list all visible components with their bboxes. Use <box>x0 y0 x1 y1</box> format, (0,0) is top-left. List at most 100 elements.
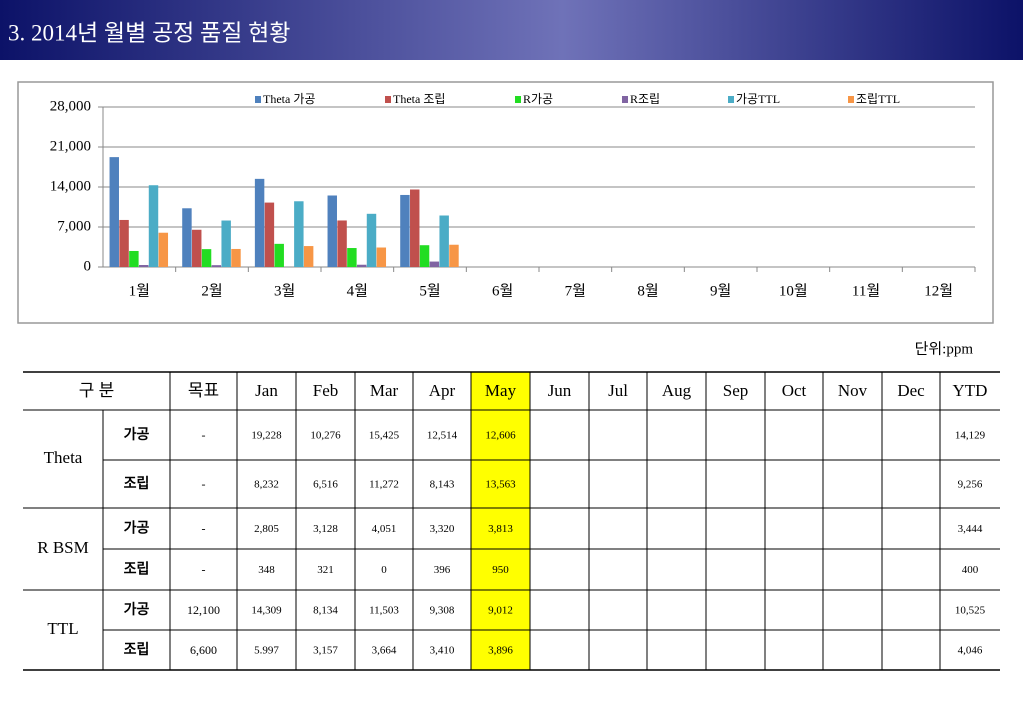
y-tick-label: 28,000 <box>50 98 91 114</box>
table-header: Oct <box>782 381 807 400</box>
table-cell: 3,157 <box>313 645 338 657</box>
table-cell: 396 <box>434 564 451 576</box>
table-cell: 8,232 <box>254 479 279 491</box>
table-cell: 19,228 <box>251 430 282 442</box>
table-cell: 가공 <box>124 521 150 537</box>
bar <box>327 195 337 267</box>
table-cell: 6,516 <box>313 479 338 491</box>
bar <box>264 202 275 267</box>
legend-swatch <box>385 96 391 103</box>
x-tick-label: 2월 <box>201 282 222 299</box>
table-cell: 가공 <box>124 427 150 443</box>
x-tick-label: 12월 <box>924 282 953 299</box>
bar <box>254 178 265 267</box>
group-label: TTL <box>47 619 78 638</box>
slide-title: 3. 2014년 월별 공정 품질 현황 <box>8 20 290 45</box>
bar <box>211 265 222 267</box>
table-header: 구 분 <box>79 381 115 400</box>
table-header: Jan <box>255 381 278 400</box>
table-header: Feb <box>313 381 339 400</box>
bar <box>109 157 119 267</box>
x-tick-label: 6월 <box>492 282 513 299</box>
legend-label: R조립 <box>630 92 660 106</box>
highlight <box>471 372 530 670</box>
x-tick-label: 10월 <box>779 282 808 299</box>
table-cell: 5.997 <box>254 645 279 657</box>
table-cell: 950 <box>492 564 509 576</box>
bar <box>129 250 139 267</box>
bar <box>347 248 357 267</box>
x-tick-label: 8월 <box>637 282 658 299</box>
table-cell: - <box>202 521 206 535</box>
bar <box>138 265 149 267</box>
table-cell: 400 <box>962 564 979 576</box>
bar <box>337 220 347 267</box>
y-tick-label: 21,000 <box>50 138 91 154</box>
bar <box>366 213 377 267</box>
table-cell: 12,100 <box>187 603 220 617</box>
table-cell: 12,514 <box>427 430 458 442</box>
x-tick-label: 4월 <box>347 282 368 299</box>
legend-swatch <box>255 96 261 103</box>
table-cell: 8,143 <box>430 479 455 491</box>
table-cell: - <box>202 428 206 442</box>
bar <box>274 243 284 267</box>
table-header: Aug <box>662 381 692 400</box>
table-cell: 4,046 <box>958 645 983 657</box>
bar <box>410 189 420 267</box>
table-header: 목표 <box>188 381 219 400</box>
bar <box>119 219 129 267</box>
table-cell: 15,425 <box>369 430 400 442</box>
bar <box>148 185 159 267</box>
bar <box>449 244 459 267</box>
table-cell: 3,664 <box>372 645 397 657</box>
bar <box>439 215 449 267</box>
bar <box>158 232 169 267</box>
x-tick-label: 7월 <box>565 282 586 299</box>
table-header: Jul <box>608 381 628 400</box>
unit-label: 단위:ppm <box>915 340 974 357</box>
table-cell: 조립 <box>124 562 150 578</box>
table-cell: 11,272 <box>369 479 399 491</box>
table-header: Dec <box>897 381 925 400</box>
x-tick-label: 5월 <box>419 282 440 299</box>
table-header: May <box>485 381 517 400</box>
group-label: R BSM <box>37 538 89 557</box>
table-cell: 3,813 <box>488 523 513 535</box>
table-cell: 348 <box>258 564 275 576</box>
table-cell: 가공 <box>124 602 150 618</box>
table-header: Apr <box>429 381 456 400</box>
y-tick-label: 0 <box>84 258 92 274</box>
x-tick-label: 3월 <box>274 282 295 299</box>
x-tick-label: 11월 <box>852 282 880 299</box>
table-header: Nov <box>838 381 868 400</box>
legend-swatch <box>848 96 854 103</box>
bar <box>201 249 212 267</box>
table-cell: 6,600 <box>190 643 217 657</box>
legend-swatch <box>515 96 521 103</box>
legend-label: Theta 조립 <box>393 92 445 106</box>
table-cell: 3,410 <box>430 645 455 657</box>
legend-swatch <box>728 96 734 103</box>
table-cell: 9,308 <box>430 605 455 617</box>
x-tick-label: 9월 <box>710 282 731 299</box>
title-bar <box>0 0 1023 60</box>
x-tick-label: 1월 <box>129 282 150 299</box>
bar <box>231 248 241 267</box>
bar <box>419 245 430 267</box>
group-label: Theta <box>44 448 83 467</box>
table-header: Mar <box>370 381 399 400</box>
table-cell: 11,503 <box>369 605 399 617</box>
table-cell: 321 <box>317 564 334 576</box>
table-cell: 2,805 <box>254 523 279 535</box>
table-cell: 3,128 <box>313 523 338 535</box>
table-cell: - <box>202 477 206 491</box>
bar <box>400 194 410 267</box>
table-cell: 13,563 <box>485 479 516 491</box>
table-cell: 9,012 <box>488 605 513 617</box>
table-cell: 3,896 <box>488 645 513 657</box>
table-cell: 조립 <box>124 476 150 492</box>
legend-label: R가공 <box>523 92 553 106</box>
